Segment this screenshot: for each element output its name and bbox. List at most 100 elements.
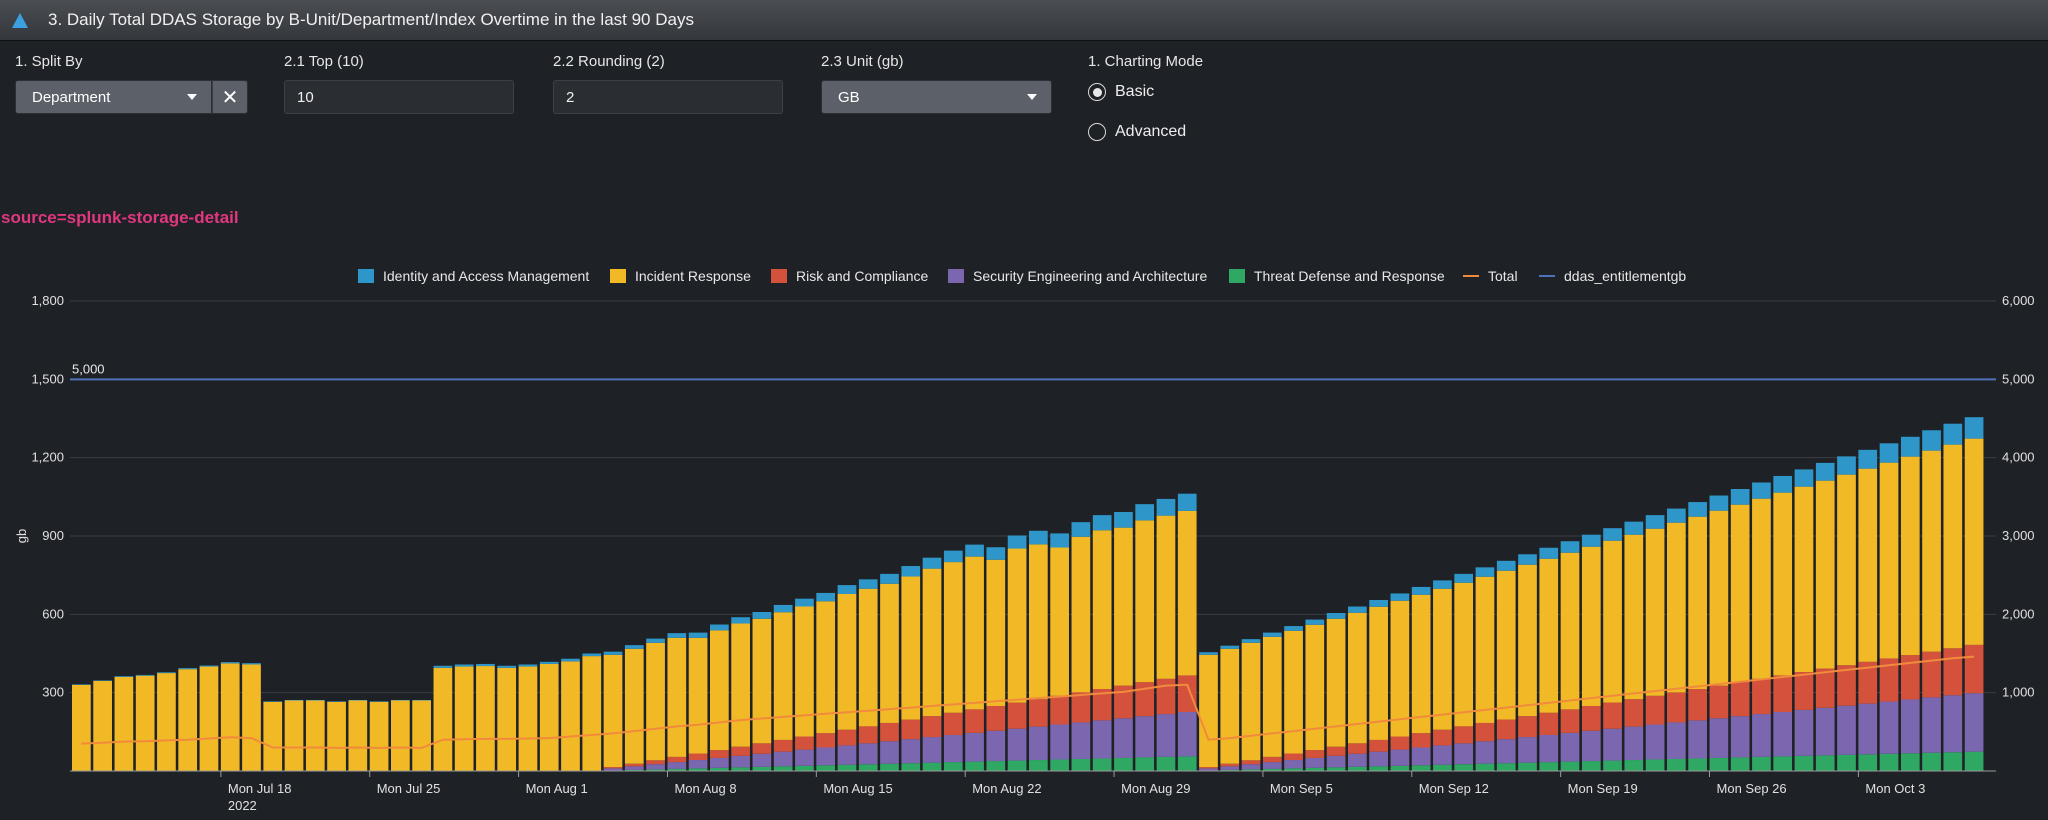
bar-segment[interactable]	[1156, 498, 1176, 516]
bar-segment[interactable]	[1092, 515, 1112, 531]
bar-segment[interactable]	[1071, 536, 1091, 693]
bar-segment[interactable]	[1496, 719, 1516, 740]
bar-segment[interactable]	[433, 665, 453, 668]
bar-segment[interactable]	[858, 579, 878, 589]
bar-segment[interactable]	[1177, 493, 1197, 511]
bar-segment[interactable]	[795, 765, 814, 771]
bar-segment[interactable]	[646, 764, 665, 770]
bar-segment[interactable]	[1879, 658, 1899, 702]
bar-segment[interactable]	[1667, 508, 1686, 523]
bar-segment[interactable]	[1518, 716, 1537, 738]
bar-segment[interactable]	[1369, 599, 1388, 607]
bar-segment[interactable]	[922, 737, 942, 763]
bar-segment[interactable]	[1411, 733, 1431, 748]
bar-segment[interactable]	[1858, 703, 1878, 755]
bar-segment[interactable]	[710, 750, 729, 758]
bar-segment[interactable]	[816, 733, 836, 748]
bar-segment[interactable]	[816, 765, 836, 771]
bar-segment[interactable]	[1667, 692, 1686, 723]
bar-segment[interactable]	[1922, 430, 1941, 451]
bar-segment[interactable]	[1284, 626, 1303, 631]
bar-segment[interactable]	[1922, 752, 1941, 771]
bar-segment[interactable]	[1709, 685, 1729, 719]
bar-segment[interactable]	[582, 656, 602, 771]
bar-segment[interactable]	[667, 637, 687, 757]
bar-segment[interactable]	[1348, 766, 1367, 771]
bar-segment[interactable]	[1645, 724, 1665, 760]
bar-segment[interactable]	[1199, 652, 1218, 655]
bar-segment[interactable]	[1135, 757, 1155, 771]
bar-segment[interactable]	[348, 699, 368, 701]
bar-segment[interactable]	[1390, 736, 1410, 750]
bar-segment[interactable]	[1433, 729, 1452, 746]
bar-segment[interactable]	[242, 664, 261, 771]
bar-segment[interactable]	[1518, 737, 1537, 763]
bar-segment[interactable]	[1560, 761, 1580, 771]
bar-segment[interactable]	[1475, 576, 1495, 723]
bar-segment[interactable]	[1603, 702, 1622, 729]
bar-segment[interactable]	[1220, 766, 1240, 770]
bar-segment[interactable]	[1241, 764, 1261, 770]
bar-segment[interactable]	[1837, 474, 1856, 666]
bar-segment[interactable]	[795, 736, 814, 750]
bar-segment[interactable]	[263, 701, 283, 702]
bar-segment[interactable]	[1029, 699, 1048, 727]
bar-segment[interactable]	[1539, 734, 1559, 763]
bar-segment[interactable]	[1050, 759, 1069, 771]
split-by-dropdown[interactable]: Department	[15, 80, 212, 114]
bar-segment[interactable]	[965, 556, 984, 710]
bar-segment[interactable]	[688, 632, 708, 638]
bar-segment[interactable]	[965, 544, 984, 557]
bar-segment[interactable]	[1007, 535, 1027, 549]
bar-segment[interactable]	[114, 676, 134, 677]
bar-segment[interactable]	[72, 684, 91, 685]
bar-segment[interactable]	[1603, 760, 1622, 771]
bar-segment[interactable]	[1390, 593, 1410, 601]
bar-segment[interactable]	[773, 751, 793, 767]
bar-segment[interactable]	[1114, 511, 1133, 528]
bar-segment[interactable]	[1752, 714, 1771, 757]
legend-label-4[interactable]: Threat Defense and Response	[1254, 268, 1445, 284]
bar-segment[interactable]	[986, 761, 1006, 771]
bar-segment[interactable]	[1815, 480, 1835, 669]
bar-segment[interactable]	[880, 763, 899, 771]
bar-segment[interactable]	[1943, 752, 1963, 771]
bar-segment[interactable]	[539, 661, 559, 664]
bar-segment[interactable]	[1029, 544, 1048, 700]
bar-segment[interactable]	[1454, 573, 1474, 583]
bar-segment[interactable]	[858, 743, 878, 765]
bar-segment[interactable]	[1518, 564, 1537, 717]
bar-segment[interactable]	[497, 667, 517, 771]
bar-segment[interactable]	[1092, 758, 1112, 771]
bar-segment[interactable]	[1348, 612, 1367, 744]
bar-segment[interactable]	[582, 653, 602, 657]
bar-segment[interactable]	[965, 761, 984, 771]
bar-segment[interactable]	[1879, 462, 1899, 659]
bar-segment[interactable]	[1773, 675, 1793, 712]
bar-segment[interactable]	[943, 562, 963, 713]
bar-segment[interactable]	[1475, 567, 1495, 577]
bar-segment[interactable]	[1092, 720, 1112, 759]
bar-segment[interactable]	[199, 666, 219, 771]
bar-segment[interactable]	[1752, 756, 1771, 771]
bar-segment[interactable]	[901, 719, 921, 740]
bar-segment[interactable]	[1794, 469, 1814, 487]
bar-segment[interactable]	[837, 745, 857, 765]
bar-segment[interactable]	[1943, 423, 1963, 445]
bar-segment[interactable]	[1688, 720, 1707, 759]
bar-segment[interactable]	[135, 674, 155, 676]
bar-segment[interactable]	[1752, 482, 1771, 499]
bar-segment[interactable]	[1135, 716, 1155, 758]
bar-segment[interactable]	[1964, 417, 1984, 439]
bar-segment[interactable]	[1348, 753, 1367, 767]
bar-segment[interactable]	[284, 700, 304, 772]
bar-segment[interactable]	[943, 734, 963, 763]
bar-segment[interactable]	[157, 672, 176, 674]
bar-segment[interactable]	[1539, 762, 1559, 771]
bar-segment[interactable]	[1007, 702, 1027, 729]
bar-segment[interactable]	[624, 645, 644, 649]
bar-segment[interactable]	[1837, 456, 1856, 475]
bar-segment[interactable]	[1539, 547, 1559, 559]
bar-segment[interactable]	[1199, 768, 1218, 771]
bar-segment[interactable]	[1433, 745, 1452, 765]
